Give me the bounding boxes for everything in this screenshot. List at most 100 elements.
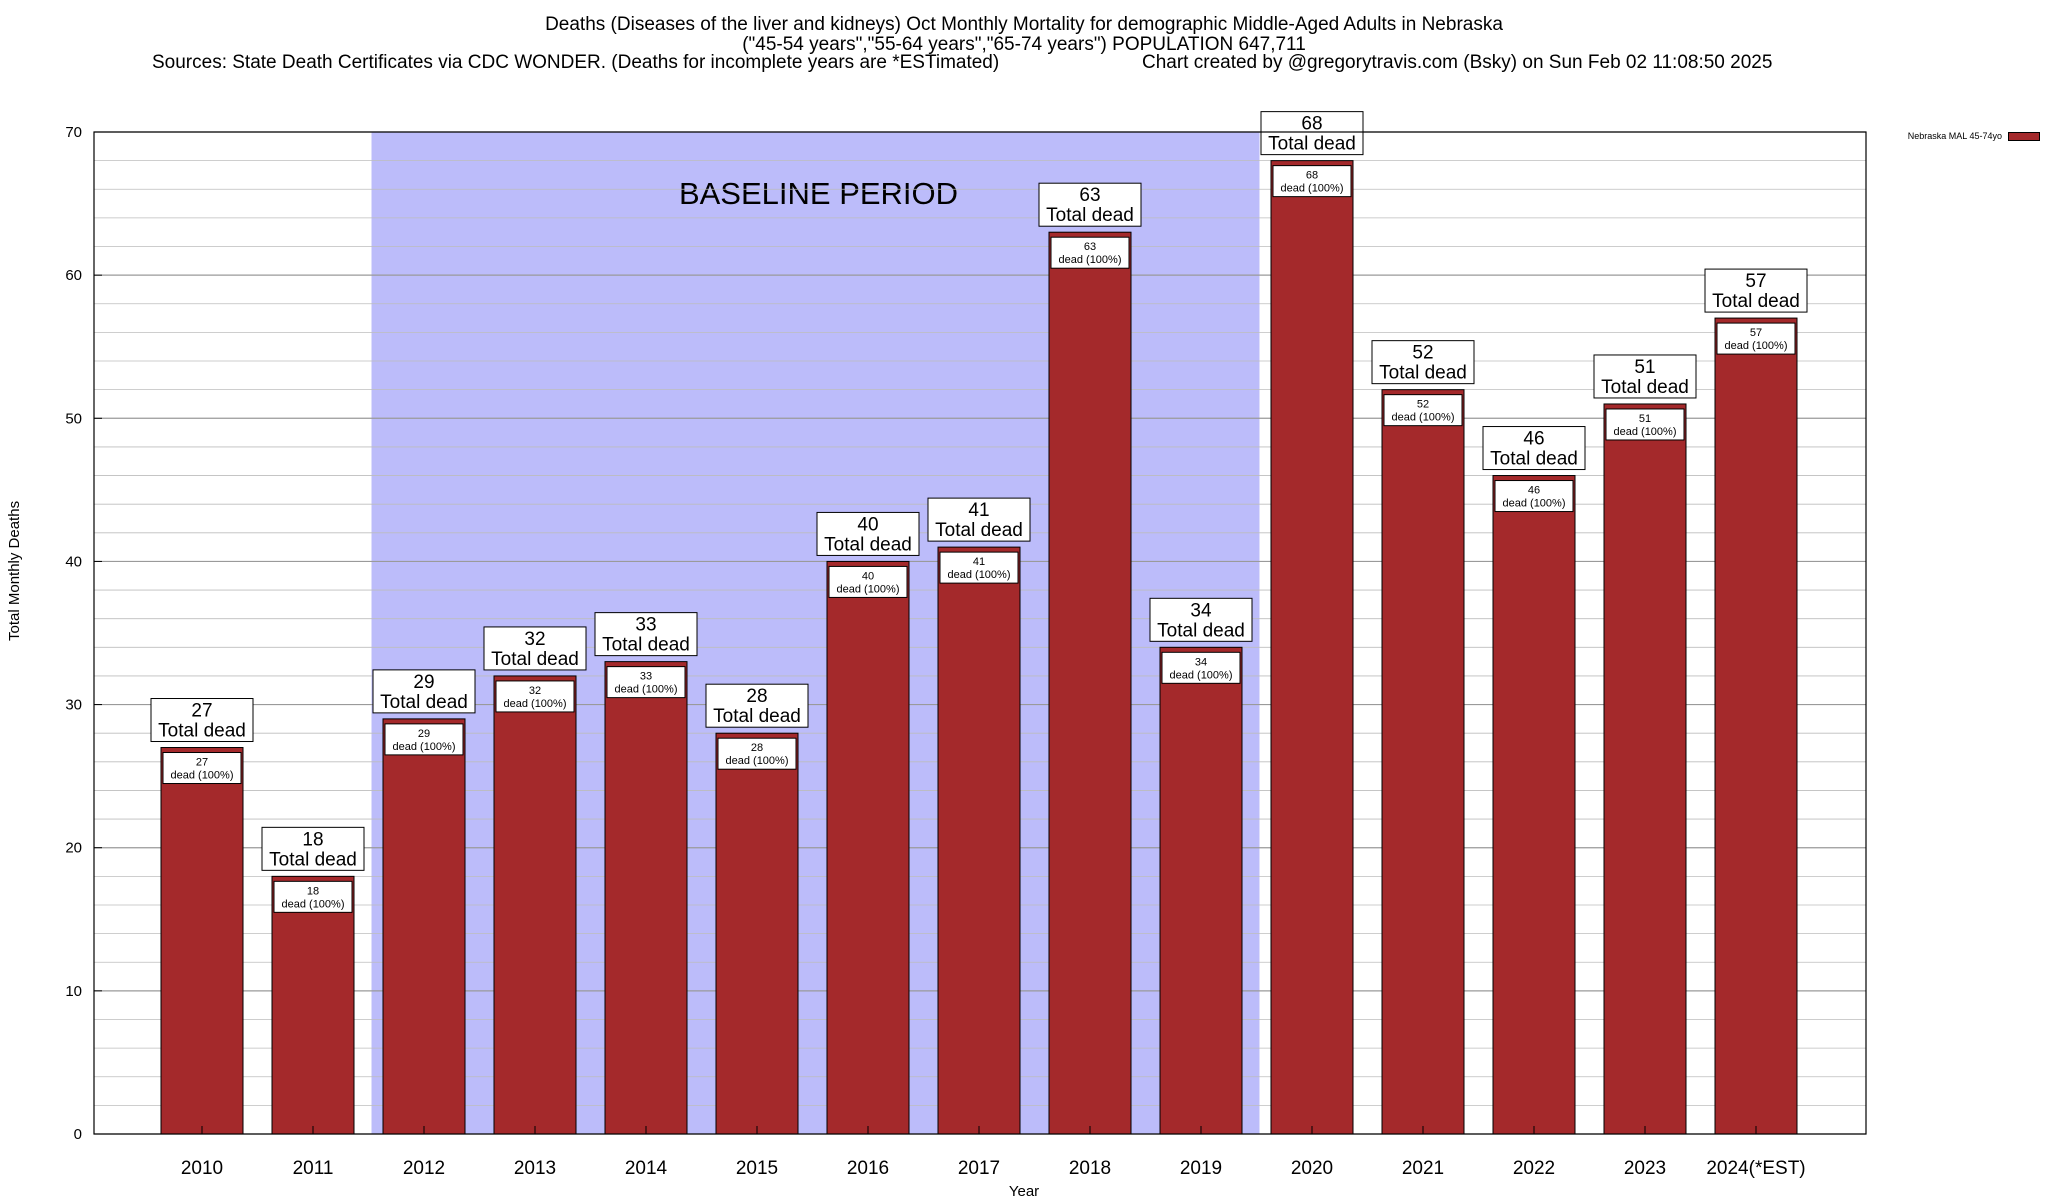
top-label-text: Total dead <box>158 721 246 742</box>
inner-label-text: dead (100%) <box>282 898 345 910</box>
bar-2018 <box>1048 231 1132 1135</box>
top-label-box <box>705 683 809 728</box>
x-tick-label: 2017 <box>958 1158 1000 1179</box>
top-label-value: 18 <box>302 829 323 850</box>
inner-label-value: 57 <box>1750 327 1762 339</box>
top-label-box <box>261 826 365 871</box>
top-label-value: 34 <box>1190 600 1212 621</box>
inner-label-text: dead (100%) <box>726 755 789 767</box>
inner-label-text: dead (100%) <box>504 698 567 710</box>
top-label-text: Total dead <box>935 520 1023 541</box>
inner-label-value: 18 <box>307 885 319 897</box>
top-label-text: Total dead <box>1601 377 1689 398</box>
top-label-value: 51 <box>1634 357 1655 378</box>
inner-label-value: 63 <box>1084 241 1096 253</box>
top-label-text: Total dead <box>491 649 579 670</box>
top-label-box <box>1593 354 1697 399</box>
bar-2019 <box>1159 646 1243 1135</box>
inner-label-text: dead (100%) <box>1725 340 1788 352</box>
legend: Nebraska MAL 45-74yo <box>1908 131 2040 141</box>
inner-label-text: dead (100%) <box>615 684 678 696</box>
inner-label-value: 29 <box>418 728 430 740</box>
top-label-text: Total dead <box>824 534 912 555</box>
bar-2010 <box>160 747 244 1135</box>
bar-2012 <box>382 718 466 1135</box>
x-tick-label: 2021 <box>1402 1158 1444 1179</box>
inner-label-text: dead (100%) <box>171 770 234 782</box>
inner-label-value: 52 <box>1417 399 1429 411</box>
x-tick-label: 2023 <box>1624 1158 1666 1179</box>
inner-label-text: dead (100%) <box>1281 183 1344 195</box>
bar-2016 <box>826 560 910 1135</box>
top-label-value: 68 <box>1301 114 1322 135</box>
x-tick-label: 2019 <box>1180 1158 1222 1179</box>
y-tick-label: 0 <box>74 1126 82 1143</box>
inner-label-value: 27 <box>196 757 208 769</box>
inner-label-box <box>1050 236 1130 269</box>
x-axis-label: Year <box>1008 1183 1040 1200</box>
inner-label-box <box>1716 322 1796 355</box>
inner-label-box <box>717 737 797 770</box>
legend-swatch <box>2008 131 2040 141</box>
top-label-box <box>1149 597 1253 642</box>
top-label-box <box>1704 268 1808 313</box>
x-tick-label: 2024(*EST) <box>1706 1158 1805 1179</box>
top-label-value: 46 <box>1523 429 1544 450</box>
inner-label-text: dead (100%) <box>948 569 1011 581</box>
inner-label-value: 68 <box>1306 170 1318 182</box>
inner-label-box <box>1272 165 1352 198</box>
top-label-box <box>150 698 254 743</box>
inner-label-text: dead (100%) <box>837 583 900 595</box>
legend-label: Nebraska MAL 45-74yo <box>1907 131 2002 141</box>
top-label-box <box>1038 182 1142 227</box>
inner-label-box <box>1383 394 1463 427</box>
top-label-text: Total dead <box>1379 363 1467 384</box>
x-tick-label: 2011 <box>293 1158 334 1179</box>
top-label-box <box>816 511 920 556</box>
y-tick-label: 10 <box>65 983 82 1000</box>
top-label-value: 40 <box>857 514 878 535</box>
top-label-box <box>594 612 698 657</box>
top-label-value: 29 <box>413 672 434 693</box>
plot-border <box>93 131 1867 1135</box>
top-label-value: 52 <box>1412 343 1433 364</box>
bar-2014 <box>604 661 688 1135</box>
inner-label-box <box>828 565 908 598</box>
chart-credit: Chart created by @gregorytravis.com (Bsk… <box>1142 52 1773 73</box>
top-label-value: 33 <box>635 615 656 636</box>
top-label-text: Total dead <box>1268 134 1356 155</box>
top-label-box <box>1482 426 1586 471</box>
inner-label-text: dead (100%) <box>1170 669 1233 681</box>
x-tick-label: 2010 <box>181 1158 223 1179</box>
inner-label-text: dead (100%) <box>1059 254 1122 266</box>
x-tick-label: 2012 <box>403 1158 445 1179</box>
y-tick-label: 70 <box>65 124 82 141</box>
top-label-text: Total dead <box>1046 205 1134 226</box>
bar-2011 <box>271 875 355 1135</box>
top-label-value: 63 <box>1079 185 1100 206</box>
inner-label-box <box>606 666 686 699</box>
inner-label-box <box>1605 408 1685 441</box>
top-label-value: 32 <box>524 629 545 650</box>
chart-title-line1: Deaths (Diseases of the liver and kidney… <box>545 14 1503 35</box>
bar-2020 <box>1270 160 1354 1135</box>
inner-label-box <box>1494 480 1574 513</box>
inner-label-value: 41 <box>973 556 985 568</box>
bar-2021 <box>1381 389 1465 1135</box>
inner-label-box <box>495 680 575 713</box>
bar-2017 <box>937 546 1021 1135</box>
top-label-box <box>927 497 1031 542</box>
bar-2013 <box>493 675 577 1135</box>
y-tick-label: 60 <box>65 267 82 284</box>
inner-label-value: 32 <box>529 685 541 697</box>
top-label-value: 28 <box>746 686 767 707</box>
top-label-box <box>372 669 476 714</box>
bar-2024(*EST) <box>1714 317 1798 1135</box>
x-tick-label: 2014 <box>625 1158 668 1179</box>
top-label-value: 27 <box>191 701 212 722</box>
inner-label-box <box>162 752 242 785</box>
x-tick-label: 2022 <box>1513 1158 1555 1179</box>
top-label-text: Total dead <box>1712 291 1800 312</box>
y-tick-label: 20 <box>65 840 82 857</box>
